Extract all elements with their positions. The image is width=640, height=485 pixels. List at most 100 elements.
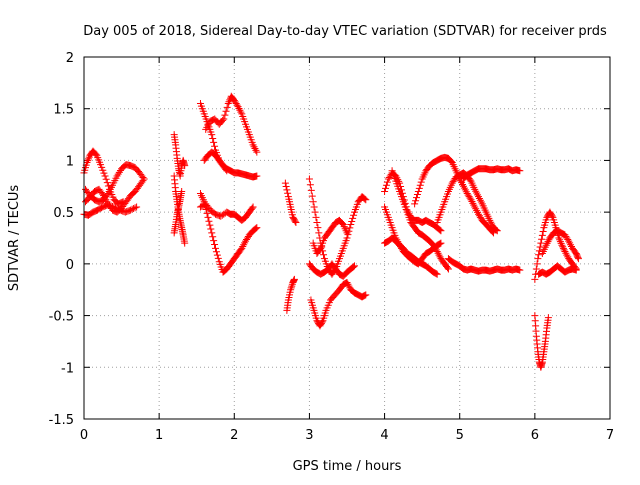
plus-marker: [381, 187, 389, 195]
plus-marker: [178, 187, 186, 195]
plus-marker: [415, 184, 423, 192]
satellite-track-07: [170, 187, 186, 237]
plus-marker: [542, 241, 550, 249]
plus-marker: [213, 251, 221, 259]
plus-marker: [209, 134, 217, 142]
satellite-track-18: [309, 216, 351, 258]
plus-marker: [130, 205, 138, 213]
plus-marker: [436, 226, 444, 234]
plus-marker: [219, 116, 227, 124]
plus-marker: [100, 169, 108, 177]
plus-marker: [318, 318, 326, 326]
x-tick-label: 3: [305, 428, 313, 443]
plus-marker: [477, 198, 485, 206]
satellite-track-23: [411, 153, 498, 237]
plus-marker: [548, 212, 556, 220]
plus-marker: [345, 282, 353, 290]
plus-marker: [248, 204, 256, 212]
satellite-track-26: [444, 255, 524, 275]
plus-marker: [85, 153, 93, 161]
plus-marker: [310, 203, 318, 211]
plus-marker: [535, 251, 543, 259]
plus-marker: [346, 224, 354, 232]
plus-marker: [567, 241, 575, 249]
plus-marker: [473, 207, 481, 215]
plus-marker: [472, 205, 480, 213]
plus-marker: [538, 235, 546, 243]
plus-marker: [382, 184, 390, 192]
plus-marker: [558, 241, 566, 249]
plus-marker: [306, 181, 314, 189]
plus-marker: [436, 240, 444, 248]
satellite-track-27: [531, 312, 552, 371]
plus-marker: [201, 202, 209, 210]
plus-marker: [347, 221, 355, 229]
plus-marker: [99, 166, 107, 174]
x-tick-label: 1: [155, 428, 163, 443]
plus-marker: [309, 198, 317, 206]
plus-marker: [220, 115, 228, 123]
plus-marker: [516, 167, 524, 175]
satellite-track-30: [538, 227, 582, 263]
plus-marker: [468, 198, 476, 206]
plus-marker: [557, 239, 565, 247]
plus-marker: [432, 270, 440, 278]
plus-marker: [210, 237, 218, 245]
plus-marker: [181, 162, 189, 170]
plus-marker: [225, 98, 233, 106]
y-axis-label: SDTVAR / TECUs: [7, 185, 22, 292]
plus-marker: [361, 291, 369, 299]
plus-marker: [563, 251, 571, 259]
plus-marker: [412, 197, 420, 205]
plus-marker: [282, 183, 290, 191]
satellite-track-22: [381, 234, 441, 278]
satellite-track-16: [307, 278, 370, 330]
plus-marker: [433, 270, 441, 278]
satellite-track-06: [170, 172, 189, 247]
plus-marker: [238, 244, 246, 252]
plus-marker: [292, 218, 300, 226]
plus-marker: [534, 255, 542, 263]
plus-marker: [566, 239, 574, 247]
plus-marker: [475, 194, 483, 202]
plus-marker: [461, 186, 469, 194]
plus-marker: [203, 209, 211, 217]
plus-marker: [435, 251, 443, 259]
plus-marker: [413, 194, 421, 202]
plus-marker: [102, 175, 110, 183]
satellite-track-25: [459, 165, 524, 183]
x-tick-label: 6: [531, 428, 539, 443]
plus-marker: [305, 175, 313, 183]
plus-marker: [210, 138, 218, 146]
data-points: [80, 92, 582, 371]
plus-marker: [209, 233, 217, 241]
plus-marker: [237, 108, 245, 116]
plus-marker: [349, 214, 357, 222]
x-axis-label: GPS time / hours: [293, 459, 402, 474]
plus-marker: [133, 203, 141, 211]
plus-marker: [459, 180, 467, 188]
satellite-track-04: [82, 175, 148, 216]
plus-marker: [473, 189, 481, 197]
plus-marker: [212, 248, 220, 256]
plus-marker: [204, 213, 212, 221]
satellite-track-24: [433, 169, 501, 235]
plus-marker: [211, 240, 219, 248]
plus-marker: [531, 275, 539, 283]
plus-marker: [574, 255, 582, 263]
satellite-track-10: [200, 148, 231, 175]
plus-marker: [128, 205, 136, 213]
y-tick-label: 0.5: [53, 206, 74, 221]
plus-marker: [538, 231, 546, 239]
satellite-track-15: [305, 175, 370, 278]
plus-marker: [470, 201, 478, 209]
chart-title: Day 005 of 2018, Sidereal Day-to-day VTE…: [83, 24, 607, 39]
plus-marker: [493, 227, 501, 235]
x-tick-label: 7: [606, 428, 614, 443]
plus-marker: [98, 163, 106, 171]
plus-marker: [287, 286, 295, 294]
plus-marker: [561, 247, 569, 255]
satellite-track-09: [202, 92, 261, 156]
plus-marker: [222, 107, 230, 115]
